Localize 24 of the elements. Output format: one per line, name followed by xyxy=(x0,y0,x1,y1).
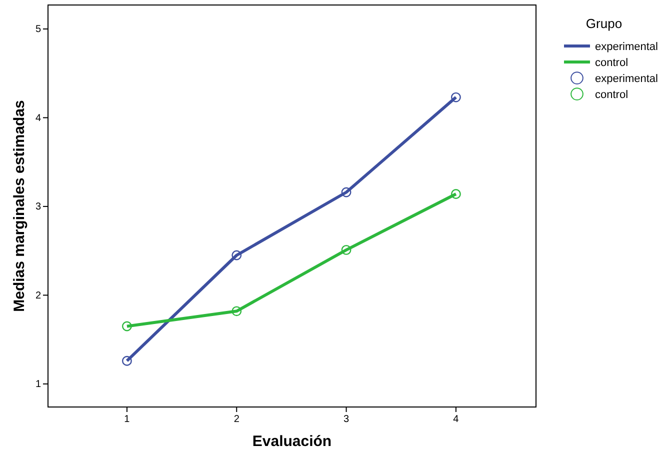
point xyxy=(232,250,242,260)
y-tick-label: 4 xyxy=(35,112,42,124)
point xyxy=(341,187,352,198)
y-tick-label: 2 xyxy=(35,290,42,302)
x-tick-label: 1 xyxy=(124,414,130,426)
y-tick-label: 3 xyxy=(35,202,42,213)
x-tick-label: 2 xyxy=(234,414,240,426)
legend-label: control xyxy=(595,57,628,69)
y-axis-title: Medias marginales estimadas xyxy=(11,100,28,312)
point xyxy=(450,92,461,102)
point xyxy=(122,321,132,332)
point xyxy=(122,356,132,366)
x-tick-label: 3 xyxy=(344,414,350,426)
legend-label: experimental xyxy=(595,73,658,85)
y-tick-label: 5 xyxy=(35,24,42,36)
legend-label: control xyxy=(595,89,628,101)
x-axis-title: Evaluación xyxy=(252,433,332,450)
point xyxy=(232,306,242,316)
point xyxy=(450,189,461,199)
legend-title: Grupo xyxy=(586,16,622,31)
legend-label: experimental xyxy=(595,41,658,53)
point xyxy=(341,244,352,255)
x-tick-label: 4 xyxy=(453,414,460,426)
y-tick-label: 1 xyxy=(35,379,42,390)
